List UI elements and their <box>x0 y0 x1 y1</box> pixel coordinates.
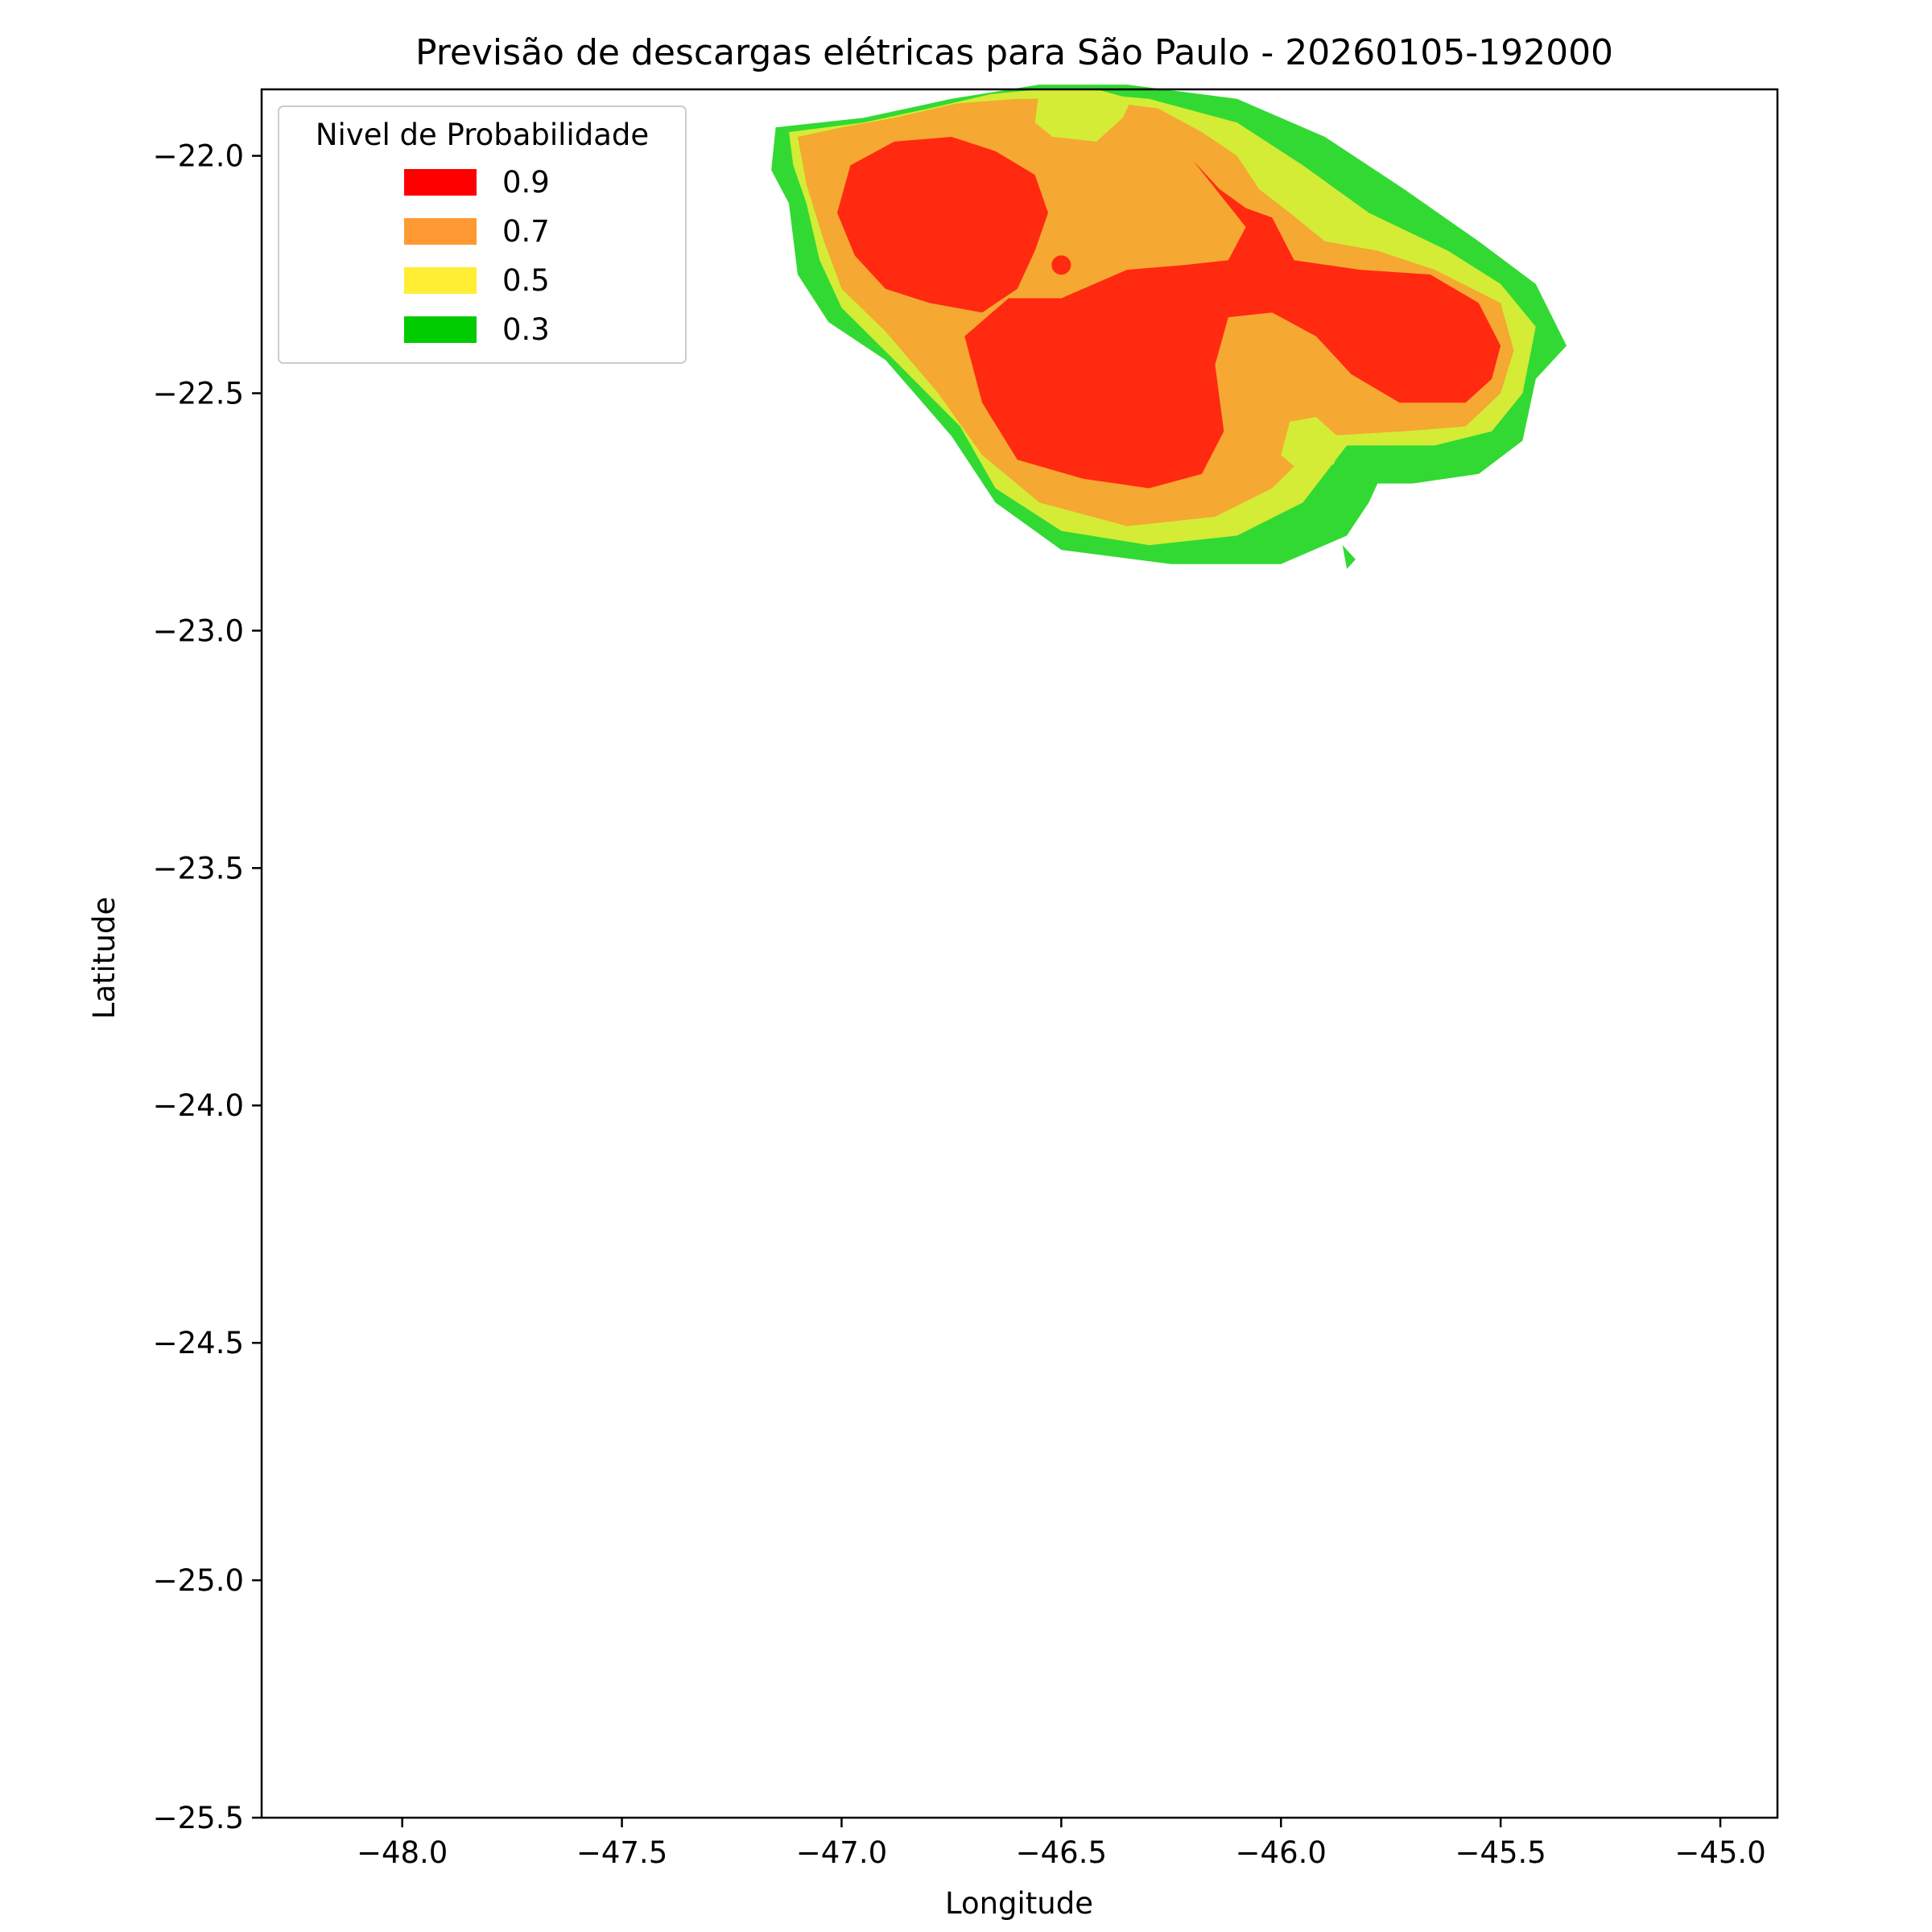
x-tick-label: −46.0 <box>1236 1835 1327 1870</box>
contour-region-0.5-5 <box>1281 417 1343 474</box>
legend-swatch-0.9 <box>404 169 477 196</box>
legend-label-0.9: 0.9 <box>502 165 550 200</box>
y-tick-label: −24.5 <box>153 1326 244 1360</box>
x-tick-label: −45.5 <box>1455 1835 1546 1870</box>
legend: Nivel de Probabilidade 0.9 0.7 0.5 0.3 <box>278 105 687 364</box>
legend-label-0.5: 0.5 <box>502 263 550 298</box>
x-tick-label: −48.0 <box>357 1835 448 1870</box>
x-axis-label: Longitude <box>945 1886 1093 1921</box>
y-axis: −22.0 −22.5 −23.0 −23.5 −24.0 −24.5 −25.0 −25.5 <box>153 139 262 1835</box>
contour-region-0.3-1 <box>1342 545 1356 569</box>
chart-title: Previsão de descargas elétricas para São… <box>415 32 1613 73</box>
x-axis: −48.0 −47.5 −47.0 −46.5 −46.0 −45.5 −45.0 <box>357 1818 1766 1870</box>
contour-region-0.5-4 <box>1034 89 1132 142</box>
legend-title: Nivel de Probabilidade <box>316 118 649 152</box>
contour-region-0.9-6 <box>837 137 1048 313</box>
legend-label-0.3: 0.3 <box>502 312 550 347</box>
x-tick-label: −46.5 <box>1016 1835 1107 1870</box>
y-tick-label: −22.5 <box>153 376 244 411</box>
y-tick-label: −24.0 <box>153 1088 244 1123</box>
y-tick-label: −22.0 <box>153 139 244 174</box>
x-tick-label: −47.5 <box>576 1835 667 1870</box>
y-tick-label: −25.5 <box>153 1801 244 1835</box>
plot-area <box>771 85 1567 569</box>
legend-label-0.7: 0.7 <box>502 214 550 249</box>
y-tick-label: −23.0 <box>153 613 244 648</box>
x-tick-label: −45.0 <box>1674 1835 1765 1870</box>
marker-point-0.9 <box>1051 255 1071 275</box>
axes-frame <box>260 88 1779 1819</box>
x-tick-label: −47.0 <box>796 1835 887 1870</box>
y-axis-label: Latitude <box>87 897 122 1019</box>
legend-frame <box>278 105 687 364</box>
legend-swatch-0.5 <box>404 267 477 294</box>
y-tick-label: −23.5 <box>153 851 244 886</box>
legend-swatch-0.7 <box>404 218 477 245</box>
legend-swatch-0.3 <box>404 316 477 343</box>
y-tick-label: −25.0 <box>153 1563 244 1598</box>
legend-entries: 0.9 0.7 0.5 0.3 <box>404 165 550 347</box>
contour-region-0.9-7 <box>964 160 1501 489</box>
